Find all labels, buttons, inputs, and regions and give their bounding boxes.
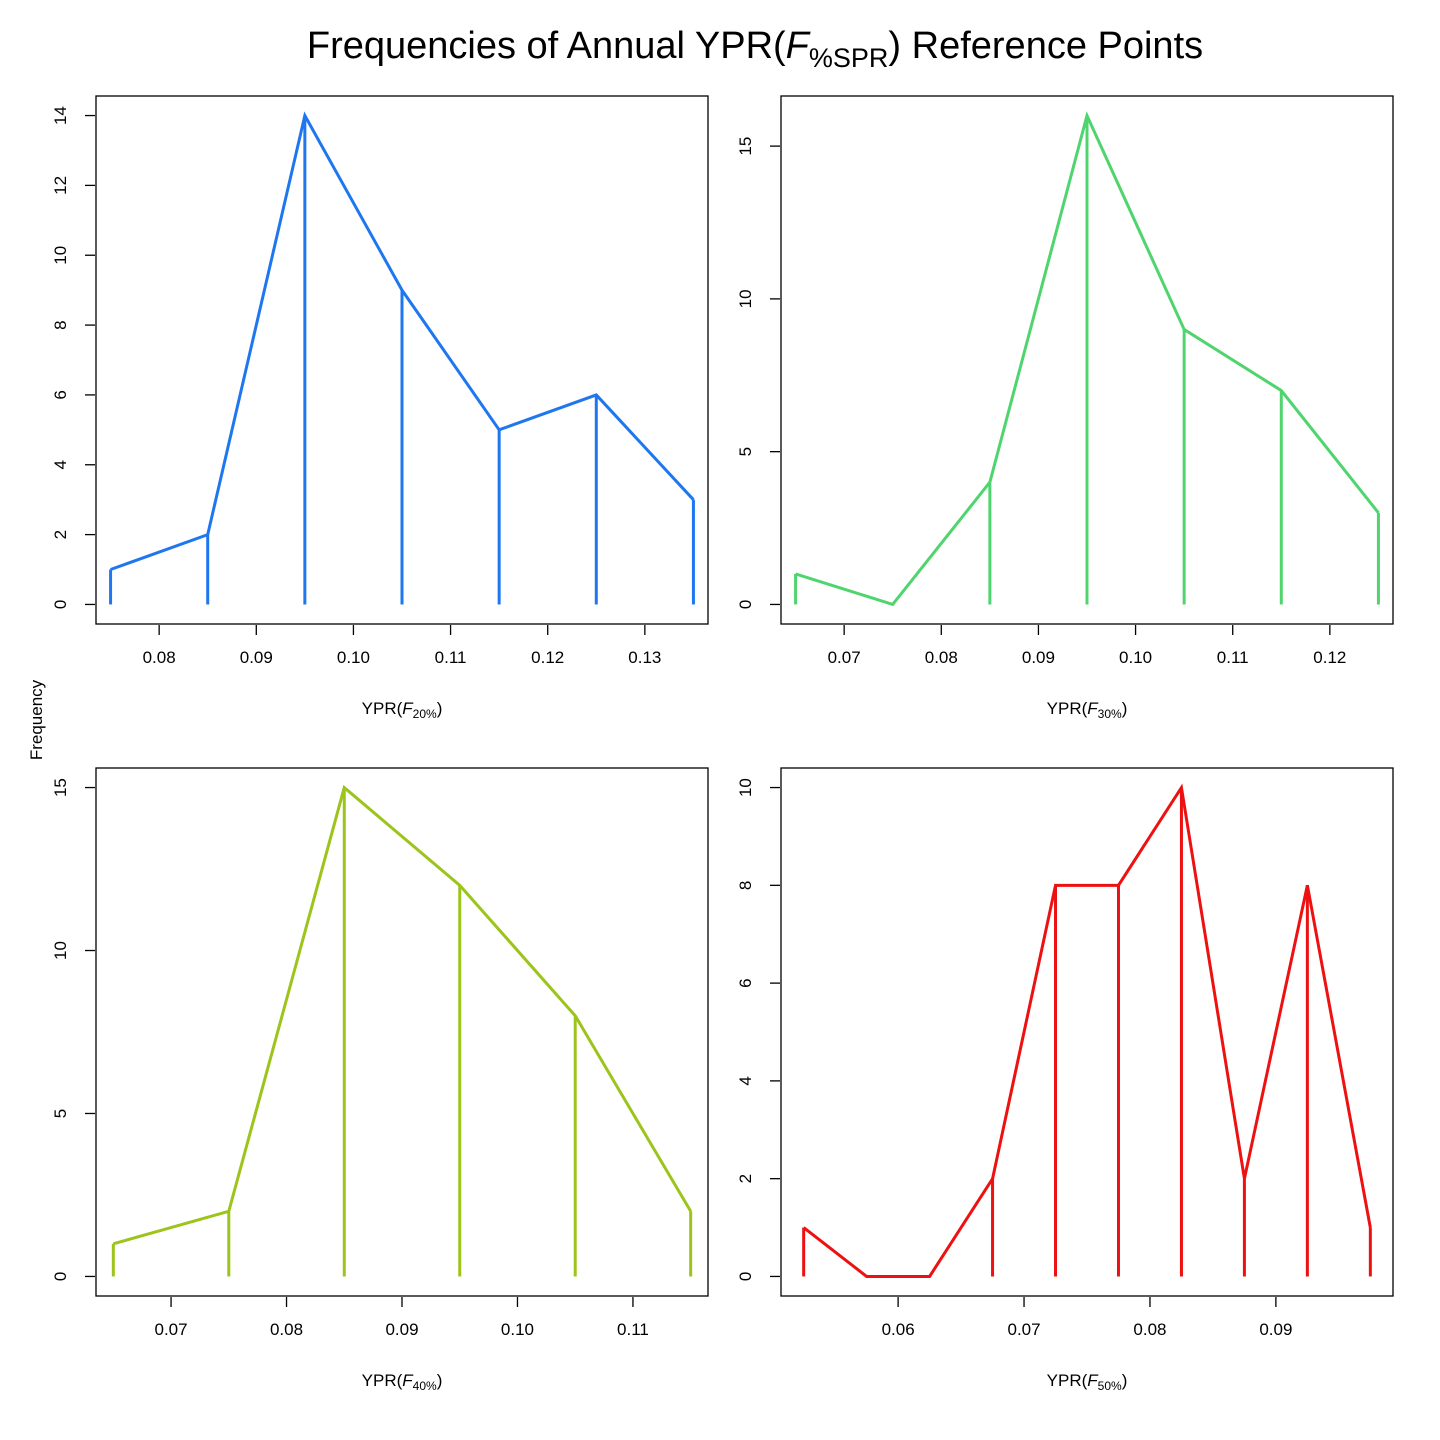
series-line — [112, 784, 692, 1246]
y-tick-label: 2 — [736, 1174, 755, 1183]
x-tick-label: 0.10 — [501, 1320, 534, 1339]
x-tick-label: 0.08 — [925, 648, 958, 667]
series-line — [802, 783, 1372, 1278]
x-axis-label: YPR(F40%) — [362, 1371, 443, 1393]
x-tick-label: 0.07 — [828, 648, 861, 667]
y-tick-label: 15 — [736, 137, 755, 156]
x-tick-label: 0.12 — [531, 648, 564, 667]
series-line — [110, 111, 695, 571]
y-tick-label: 10 — [51, 941, 70, 960]
plot-frame — [780, 767, 1394, 1297]
shared-y-axis-label: Frequency — [27, 679, 46, 760]
x-tick-label: 0.08 — [143, 648, 176, 667]
y-tick-label: 12 — [51, 176, 70, 195]
x-axis-label: YPR(F20%) — [362, 699, 443, 721]
y-tick-label: 4 — [51, 460, 70, 469]
x-axis-label: YPR(F30%) — [1047, 699, 1128, 721]
x-tick-label: 0.11 — [617, 1320, 649, 1339]
x-tick-label: 0.07 — [155, 1320, 188, 1339]
y-tick-label: 10 — [51, 246, 70, 265]
x-tick-label: 0.12 — [1313, 648, 1346, 667]
x-axis-label: YPR(F50%) — [1047, 1371, 1128, 1393]
y-tick-label: 8 — [51, 320, 70, 329]
y-tick-label: 14 — [51, 106, 70, 125]
y-tick-label: 0 — [736, 600, 755, 609]
y-tick-label: 15 — [51, 778, 70, 797]
x-tick-label: 0.11 — [435, 648, 467, 667]
y-tick-label: 6 — [51, 390, 70, 399]
y-tick-label: 0 — [51, 1272, 70, 1281]
y-tick-label: 8 — [736, 881, 755, 890]
y-tick-label: 0 — [51, 600, 70, 609]
y-tick-label: 10 — [736, 778, 755, 797]
y-tick-label: 5 — [736, 447, 755, 456]
plot-frame — [780, 95, 1394, 625]
figure-title: Frequencies of Annual YPR(F%SPR) Referen… — [307, 25, 1203, 73]
x-tick-label: 0.10 — [337, 648, 370, 667]
y-tick-label: 4 — [736, 1076, 755, 1085]
plot-frame — [95, 767, 709, 1297]
x-tick-label: 0.11 — [1217, 648, 1249, 667]
panel-f50: 0.06 0.07 0.08 0.09 0 2 4 6 8 10 YPR(F50%) — [736, 767, 1394, 1393]
y-tick-label: 6 — [736, 978, 755, 987]
x-tick-label: 0.09 — [385, 1320, 418, 1339]
y-tick-label: 2 — [51, 530, 70, 539]
panels: 0.08 0.09 0.10 0.11 0.12 0.13 0 2 4 6 8 10 12 14 YPR(F… — [51, 95, 1394, 1393]
x-tick-label: 0.09 — [1259, 1320, 1292, 1339]
x-tick-label: 0.08 — [270, 1320, 303, 1339]
x-tick-label: 0.09 — [240, 648, 273, 667]
plot-frame — [95, 95, 709, 625]
x-tick-label: 0.06 — [882, 1320, 915, 1339]
y-tick-label: 5 — [51, 1109, 70, 1118]
x-tick-label: 0.13 — [628, 648, 661, 667]
y-tick-label: 0 — [736, 1272, 755, 1281]
x-tick-label: 0.09 — [1022, 648, 1055, 667]
panel-f30: 0.07 0.08 0.09 0.10 0.11 0.12 0 5 10 15 YPR(F30%) — [736, 95, 1394, 721]
x-tick-label: 0.07 — [1007, 1320, 1040, 1339]
panel-f20: 0.08 0.09 0.10 0.11 0.12 0.13 0 2 4 6 8 10 12 14 YPR(F… — [51, 95, 709, 721]
series-line — [795, 111, 1380, 607]
panel-f40: 0.07 0.08 0.09 0.10 0.11 0 5 10 15 YPR(F40%) — [51, 767, 709, 1393]
y-tick-label: 10 — [736, 289, 755, 308]
x-tick-label: 0.08 — [1133, 1320, 1166, 1339]
x-tick-label: 0.10 — [1119, 648, 1152, 667]
